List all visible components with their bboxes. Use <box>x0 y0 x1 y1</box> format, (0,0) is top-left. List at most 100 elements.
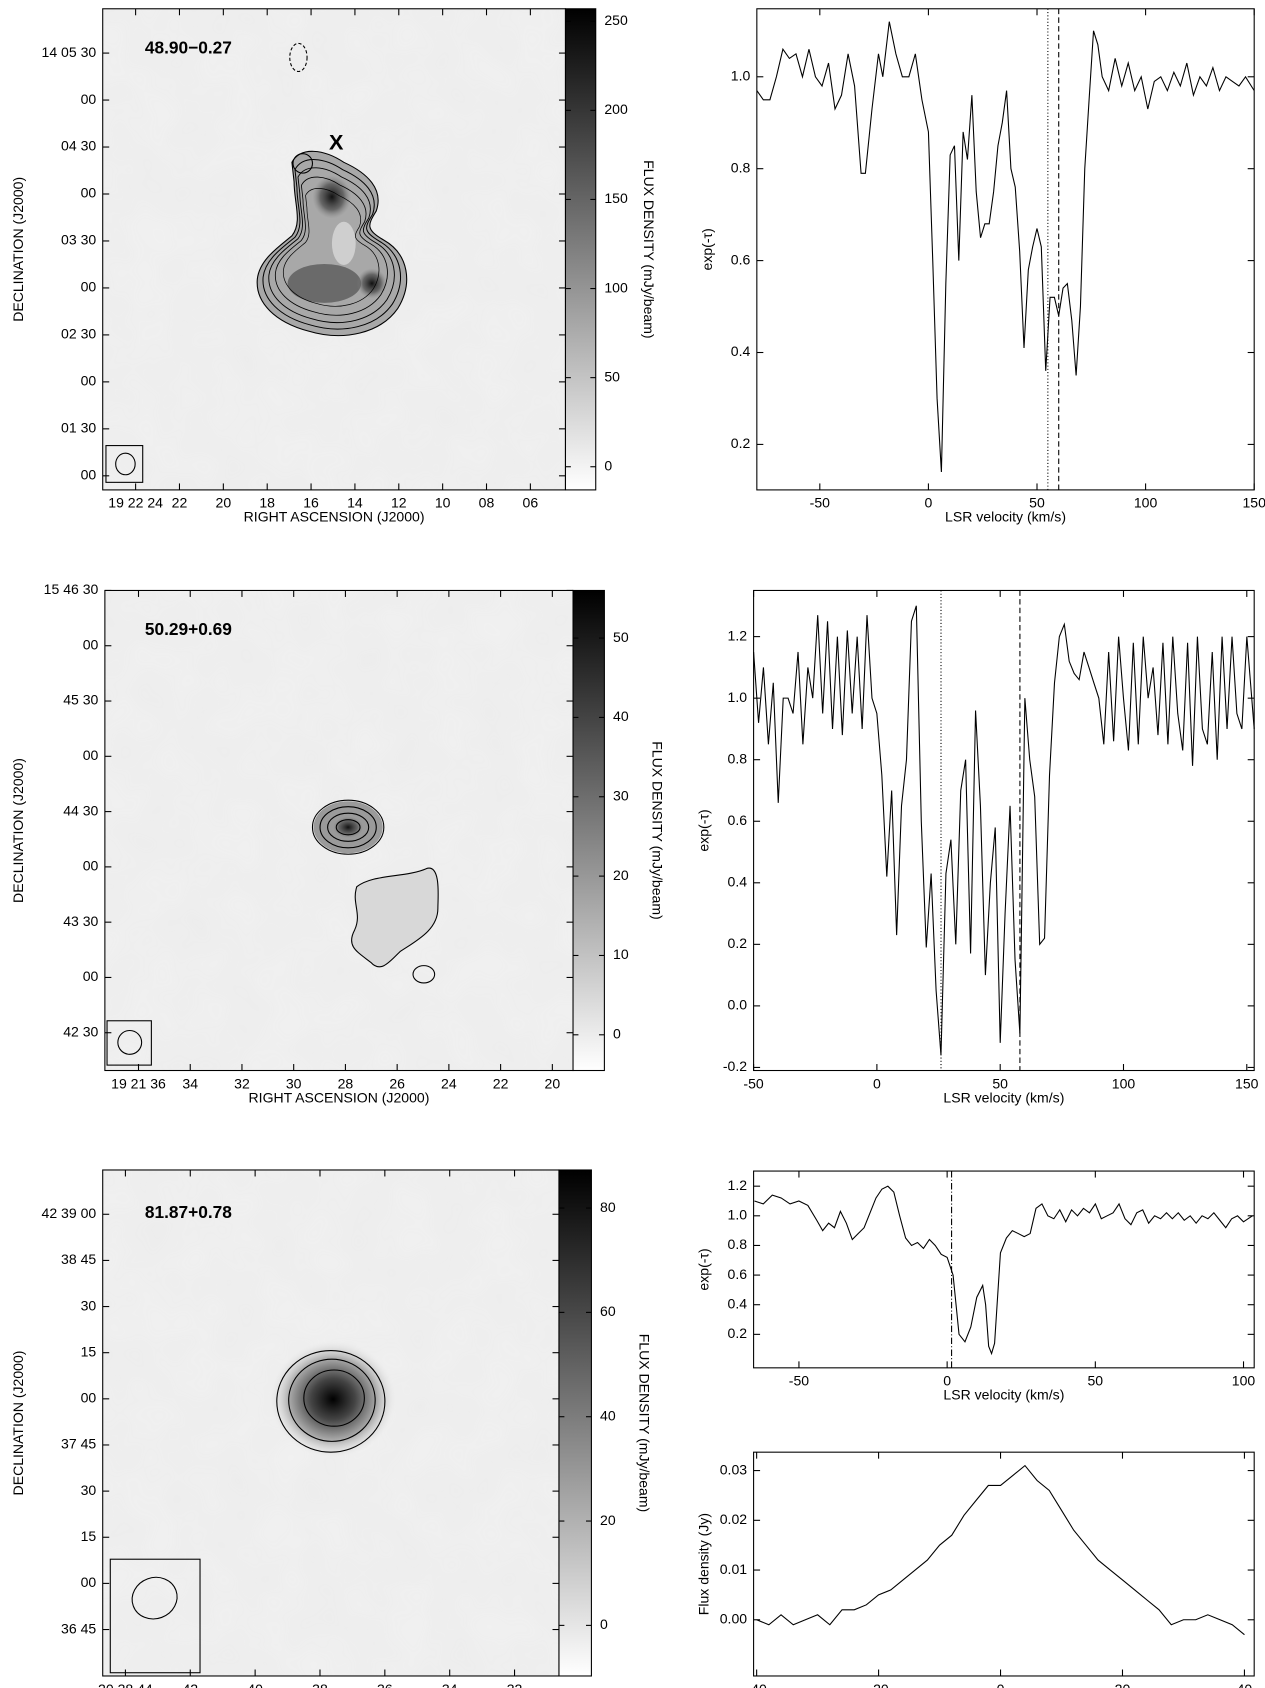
x-axis-label: LSR velocity (km/s) <box>945 509 1066 525</box>
spectrum-line <box>753 605 1255 1056</box>
y-tick-label: 00 <box>81 1574 97 1590</box>
x-tick-label: 40 <box>247 1681 263 1688</box>
colorbar-label: FLUX DENSITY (mJy/beam) <box>650 741 666 919</box>
y-tick-label: 00 <box>83 968 99 984</box>
colorbar <box>558 1169 592 1677</box>
x-tick-label: 34 <box>442 1681 458 1688</box>
x-tick-label: 28 <box>338 1075 354 1091</box>
x-tick-label: 100 <box>1112 1075 1136 1091</box>
y-tick-label: 0.2 <box>731 435 751 451</box>
x-tick-label: -40 <box>746 1681 766 1688</box>
x-tick-label: 08 <box>479 495 495 511</box>
x-tick-label: 20 <box>216 495 232 511</box>
colorbar <box>572 589 605 1072</box>
x-tick-label: 0 <box>925 495 933 511</box>
y-tick-label: 36 45 <box>61 1620 96 1636</box>
x-tick-label: 50 <box>1088 1373 1104 1389</box>
y-tick-label: 42 30 <box>63 1023 98 1039</box>
y-tick-label: 04 30 <box>61 138 96 154</box>
y-tick-label: 0.8 <box>731 159 751 175</box>
source-name: 50.29+0.69 <box>145 619 232 639</box>
annotation: X <box>329 130 344 155</box>
x-tick-label: 20 <box>1115 1681 1131 1688</box>
y-tick-label: 15 <box>81 1343 97 1359</box>
y-tick-label: 15 <box>81 1528 97 1544</box>
y-tick-label: 45 30 <box>63 692 98 708</box>
y-tick-label: -0.2 <box>723 1058 747 1074</box>
y-tick-label: 00 <box>83 858 99 874</box>
map-2-emission <box>106 799 439 1066</box>
y-tick-label: 1.0 <box>731 68 751 84</box>
x-tick-label: 100 <box>1134 495 1158 511</box>
colorbar-label: FLUX DENSITY (mJy/beam) <box>641 160 657 338</box>
x-tick-label: -50 <box>743 1075 763 1091</box>
colorbar <box>564 8 597 491</box>
x-tick-label: 14 <box>347 495 363 511</box>
x-tick-label: 22 <box>493 1075 509 1091</box>
colorbar-tick-label: 30 <box>613 787 629 803</box>
colorbar-tick-label: 40 <box>613 708 629 724</box>
y-tick-label: 00 <box>83 636 99 652</box>
y-tick-label: 00 <box>81 1390 97 1406</box>
x-tick-label: 06 <box>523 495 539 511</box>
y-tick-label: 37 45 <box>61 1436 96 1452</box>
colorbar-tick-label: 60 <box>600 1303 616 1319</box>
colorbar-label: FLUX DENSITY (mJy/beam) <box>637 1334 653 1512</box>
y-tick-label: 00 <box>83 747 99 763</box>
colorbar-tick-label: 200 <box>604 101 628 117</box>
y-tick-label: 15 46 30 <box>44 581 99 597</box>
y-tick-label: 02 30 <box>61 326 96 342</box>
y-tick-label: 30 <box>81 1297 97 1313</box>
x-axis-label: RIGHT ASCENSION (J2000) <box>249 1089 430 1105</box>
y-tick-label: 0.02 <box>720 1511 748 1527</box>
colorbar-tick-label: 50 <box>613 629 629 645</box>
plot-frame <box>753 1170 1255 1369</box>
y-tick-label: 44 30 <box>63 802 98 818</box>
y-axis-label: DECLINATION (J2000) <box>10 177 26 322</box>
x-tick-label: 0 <box>943 1373 951 1389</box>
y-axis-label: DECLINATION (J2000) <box>10 1351 26 1496</box>
x-tick-label: 10 <box>435 495 451 511</box>
colorbar-tick-label: 40 <box>600 1407 616 1423</box>
x-axis-label: LSR velocity (km/s) <box>943 1387 1064 1403</box>
y-tick-label: 0.01 <box>720 1561 748 1577</box>
y-tick-label: 0.8 <box>728 1236 748 1252</box>
y-axis-label: exp(-τ) <box>696 809 712 851</box>
plot-frame <box>753 1451 1255 1677</box>
y-tick-label: 0.2 <box>728 1325 748 1341</box>
x-tick-label: 12 <box>391 495 407 511</box>
x-axis-label: RIGHT ASCENSION (J2000) <box>244 509 425 525</box>
y-axis-label: exp(-τ) <box>696 1248 712 1290</box>
spectrum-line <box>756 1464 1245 1636</box>
x-tick-label: 50 <box>1029 495 1045 511</box>
x-tick-label: 20 38 44 <box>98 1681 153 1688</box>
x-tick-label: 19 22 24 <box>108 495 163 511</box>
y-tick-label: 14 05 30 <box>42 44 97 60</box>
y-tick-label: 0.0 <box>728 997 748 1013</box>
x-tick-label: 0 <box>997 1681 1005 1688</box>
x-tick-label: 34 <box>182 1075 198 1091</box>
x-tick-label: 36 <box>377 1681 393 1688</box>
x-tick-label: -50 <box>789 1373 809 1389</box>
y-tick-label: 0.03 <box>720 1461 748 1477</box>
x-tick-label: 32 <box>507 1681 523 1688</box>
y-tick-label: 0.6 <box>728 812 748 828</box>
y-tick-label: 1.0 <box>728 689 748 705</box>
y-tick-label: 00 <box>81 467 97 483</box>
y-tick-label: 0.00 <box>720 1610 748 1626</box>
x-tick-label: 42 <box>182 1681 198 1688</box>
y-tick-label: 38 45 <box>61 1251 96 1267</box>
source-name: 81.87+0.78 <box>145 1202 232 1222</box>
spectrum-line <box>754 1185 1253 1356</box>
y-tick-label: 00 <box>81 91 97 107</box>
source-name: 48.90−0.27 <box>145 37 232 57</box>
y-tick-label: 43 30 <box>63 913 98 929</box>
colorbar-tick-label: 10 <box>613 946 629 962</box>
x-tick-label: 24 <box>441 1075 457 1091</box>
x-axis-label: LSR velocity (km/s) <box>943 1089 1064 1105</box>
plot-frame <box>756 8 1255 491</box>
x-tick-label: 150 <box>1242 495 1265 511</box>
map-3-emission <box>109 1340 396 1674</box>
